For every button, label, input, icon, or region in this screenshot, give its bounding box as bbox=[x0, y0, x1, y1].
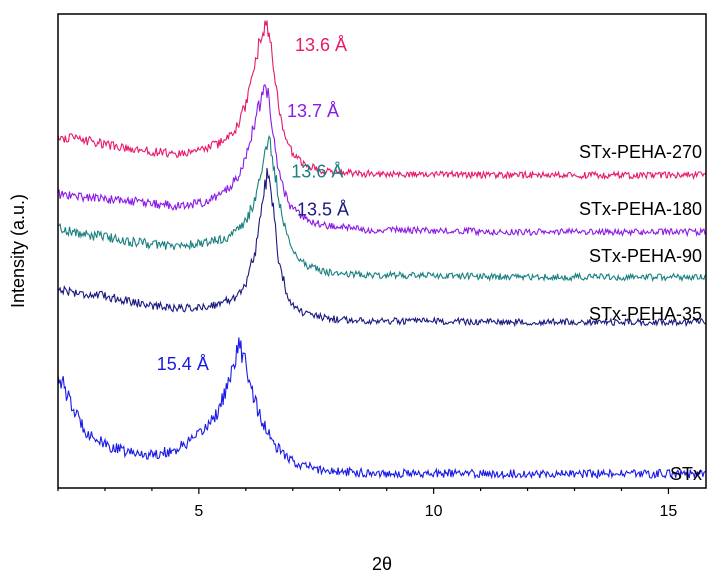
series-label: STx-PEHA-35 bbox=[589, 304, 702, 324]
series-line bbox=[57, 167, 707, 328]
peak-label: 13.6 Å bbox=[295, 35, 347, 55]
series-line bbox=[57, 83, 707, 238]
peak-label: 13.7 Å bbox=[287, 101, 339, 121]
peak-label: 13.6 Å bbox=[291, 162, 343, 182]
peak-label: 13.5 Å bbox=[297, 199, 349, 219]
series-line bbox=[57, 337, 707, 480]
plot-frame bbox=[57, 13, 707, 489]
x-tick-label: 15 bbox=[660, 503, 678, 520]
series-line bbox=[57, 134, 707, 283]
x-tick-label: 10 bbox=[425, 503, 443, 520]
series-label: STx-PEHA-270 bbox=[579, 142, 702, 162]
y-axis-title: Intensity (a.u.) bbox=[8, 194, 28, 308]
series-line bbox=[57, 20, 707, 181]
label-layer: 15.4 Å STx 13.5 Å STx-PEHA-35 13.6 Å STx-PEHA… bbox=[157, 35, 702, 484]
series-label: STx-PEHA-90 bbox=[589, 246, 702, 266]
series-label: STx-PEHA-180 bbox=[579, 199, 702, 219]
series-label: STx bbox=[670, 464, 702, 484]
series-layer bbox=[57, 20, 707, 480]
tick-layer: 5 10 15 bbox=[57, 488, 678, 520]
x-axis-title: 2θ bbox=[372, 554, 392, 574]
x-tick-label: 5 bbox=[194, 503, 203, 520]
peak-label: 15.4 Å bbox=[157, 354, 209, 374]
